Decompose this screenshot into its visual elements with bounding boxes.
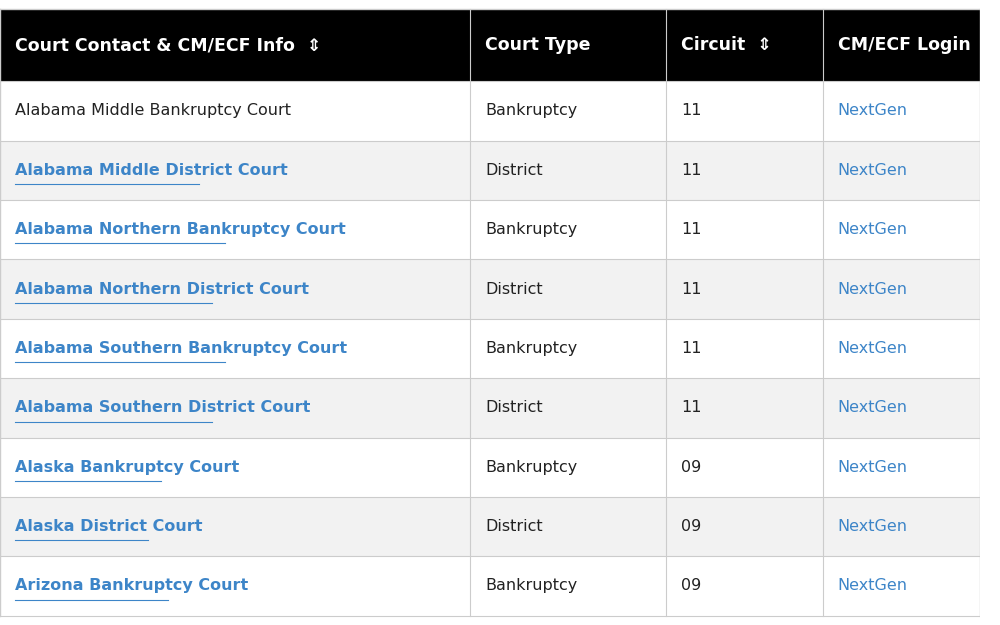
Text: Alaska District Court: Alaska District Court bbox=[15, 519, 202, 534]
Text: NextGen: NextGen bbox=[838, 341, 908, 356]
Text: 11: 11 bbox=[681, 162, 701, 177]
Text: Bankruptcy: Bankruptcy bbox=[485, 103, 577, 119]
Text: District: District bbox=[485, 400, 543, 415]
FancyBboxPatch shape bbox=[0, 141, 980, 200]
Text: 09: 09 bbox=[681, 579, 701, 594]
FancyBboxPatch shape bbox=[0, 497, 980, 556]
Text: Alabama Northern Bankruptcy Court: Alabama Northern Bankruptcy Court bbox=[15, 222, 345, 238]
Text: Alabama Middle District Court: Alabama Middle District Court bbox=[15, 162, 287, 177]
Text: 11: 11 bbox=[681, 281, 701, 296]
Text: CM/ECF Login: CM/ECF Login bbox=[838, 36, 970, 54]
Text: Bankruptcy: Bankruptcy bbox=[485, 222, 577, 238]
Text: Alaska Bankruptcy Court: Alaska Bankruptcy Court bbox=[15, 460, 239, 475]
Text: 09: 09 bbox=[681, 460, 701, 475]
Text: Court Type: Court Type bbox=[485, 36, 590, 54]
Text: Alabama Southern Bankruptcy Court: Alabama Southern Bankruptcy Court bbox=[15, 341, 347, 356]
Text: District: District bbox=[485, 519, 543, 534]
Text: NextGen: NextGen bbox=[838, 519, 908, 534]
FancyBboxPatch shape bbox=[0, 81, 980, 141]
FancyBboxPatch shape bbox=[0, 556, 980, 616]
Text: Court Contact & CM/ECF Info  ⇕: Court Contact & CM/ECF Info ⇕ bbox=[15, 36, 321, 54]
Text: NextGen: NextGen bbox=[838, 281, 908, 296]
Text: District: District bbox=[485, 162, 543, 177]
Text: 11: 11 bbox=[681, 400, 701, 415]
Text: NextGen: NextGen bbox=[838, 579, 908, 594]
Text: Circuit  ⇕: Circuit ⇕ bbox=[681, 36, 772, 54]
Text: NextGen: NextGen bbox=[838, 222, 908, 238]
FancyBboxPatch shape bbox=[0, 259, 980, 319]
Text: NextGen: NextGen bbox=[838, 162, 908, 177]
FancyBboxPatch shape bbox=[0, 9, 980, 81]
Text: Bankruptcy: Bankruptcy bbox=[485, 460, 577, 475]
Text: Bankruptcy: Bankruptcy bbox=[485, 341, 577, 356]
Text: Arizona Bankruptcy Court: Arizona Bankruptcy Court bbox=[15, 579, 248, 594]
Text: 09: 09 bbox=[681, 519, 701, 534]
Text: Bankruptcy: Bankruptcy bbox=[485, 579, 577, 594]
Text: District: District bbox=[485, 281, 543, 296]
Text: 11: 11 bbox=[681, 103, 701, 119]
FancyBboxPatch shape bbox=[0, 319, 980, 378]
Text: NextGen: NextGen bbox=[838, 400, 908, 415]
Text: NextGen: NextGen bbox=[838, 103, 908, 119]
Text: 11: 11 bbox=[681, 341, 701, 356]
Text: Alabama Middle Bankruptcy Court: Alabama Middle Bankruptcy Court bbox=[15, 103, 291, 119]
FancyBboxPatch shape bbox=[0, 438, 980, 497]
FancyBboxPatch shape bbox=[0, 200, 980, 259]
Text: NextGen: NextGen bbox=[838, 460, 908, 475]
Text: Alabama Southern District Court: Alabama Southern District Court bbox=[15, 400, 310, 415]
Text: Alabama Northern District Court: Alabama Northern District Court bbox=[15, 281, 309, 296]
Text: 11: 11 bbox=[681, 222, 701, 238]
FancyBboxPatch shape bbox=[0, 378, 980, 438]
